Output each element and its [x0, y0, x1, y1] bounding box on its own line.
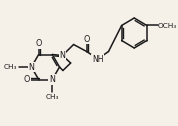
Text: O: O: [24, 75, 30, 84]
Text: NH: NH: [92, 55, 104, 64]
Text: CH₃: CH₃: [46, 94, 59, 100]
Text: OCH₃: OCH₃: [158, 23, 177, 28]
Text: N: N: [59, 51, 65, 60]
Text: N: N: [28, 62, 34, 71]
Text: O: O: [83, 35, 90, 43]
Text: N: N: [49, 75, 55, 84]
Text: O: O: [35, 39, 42, 49]
Text: CH₃: CH₃: [3, 64, 17, 70]
